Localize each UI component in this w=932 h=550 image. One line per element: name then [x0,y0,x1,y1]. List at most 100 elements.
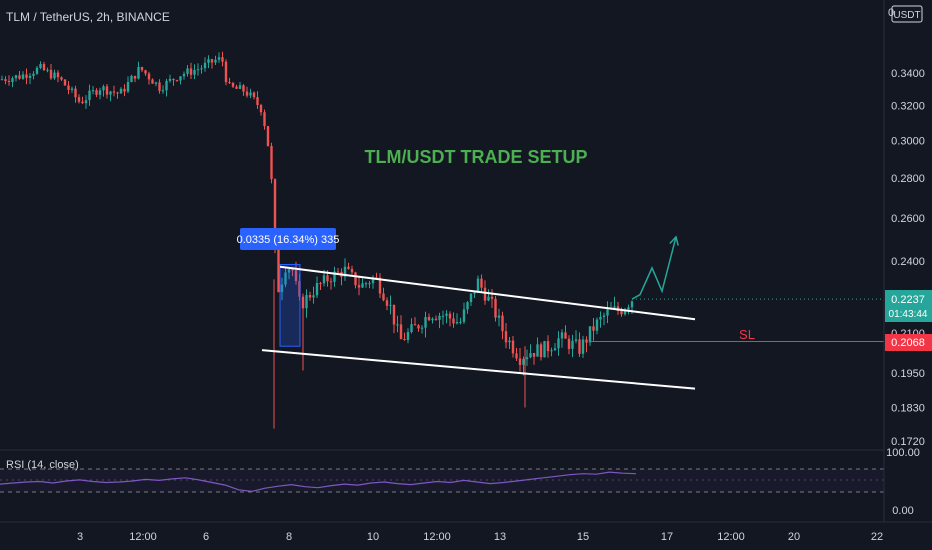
candle-body [413,324,417,326]
currency-label[interactable]: USDT [893,10,920,21]
candle-body [158,82,161,91]
candle-body [466,302,469,310]
candle-body [448,313,452,319]
candle-body [25,74,28,78]
candle-body [417,325,420,329]
candle-body [497,315,501,318]
measure-range[interactable] [279,263,301,347]
candle-body [364,283,368,285]
x-tick-label: 15 [577,531,589,543]
x-tick-label: 22 [871,531,883,543]
candle-body [375,277,378,279]
candle-body [154,82,158,84]
candle-body [599,316,602,320]
rsi-line[interactable] [0,471,637,493]
candle-body [389,304,392,306]
candle-body [357,285,361,288]
candle-body [546,341,550,352]
candle-body [109,91,112,95]
x-tick-label: 3 [77,531,83,543]
candle-body [46,69,49,71]
candle-body [294,270,298,281]
candle-body [21,74,25,79]
candle-body [543,341,546,358]
candle-body [483,287,487,301]
candle-body [235,86,238,89]
candle-body [508,340,511,343]
x-tick-label: 20 [788,531,800,543]
candle-body [392,304,396,325]
candle-body [525,357,529,360]
rsi-label[interactable]: RSI (14, close) [6,459,79,471]
candle-body [7,81,11,82]
candle-body [140,67,144,71]
candle-body [242,85,245,92]
candle-body [403,339,406,340]
candle-body [336,271,340,273]
currency-badge[interactable] [891,5,923,23]
projection-path[interactable] [631,236,677,300]
candle-body [434,318,438,320]
candle-body [308,295,312,298]
candle-body [74,88,77,98]
sl-label[interactable]: SL [739,327,755,342]
trade-setup-title[interactable]: TLM/USDT TRADE SETUP [365,147,588,167]
candle-body [557,338,560,349]
candle-body [63,79,67,86]
candle-body [539,344,543,358]
channel-lower-line[interactable] [261,349,696,390]
candle-body [18,75,21,79]
candle-body [259,105,263,113]
time-axis[interactable]: 3 12:00 6 8 10 12:00 13 15 17 12:00 20 22 [0,521,932,543]
candle-body [452,318,455,324]
x-tick-label: 10 [367,531,379,543]
candle-body [487,296,490,301]
candle-body [427,317,431,321]
candle-body [210,59,214,63]
candle-body [511,340,515,354]
candle-body [305,295,308,309]
candle-body [123,88,126,92]
candle-body [504,331,508,343]
candle-body [256,97,259,105]
candle-body [476,278,480,293]
candle-body [130,75,133,82]
candle-body [585,339,588,343]
candle-body [172,78,175,81]
measure-label: 0.0335 (16.34%) 335 [237,234,340,246]
candle-body [595,319,599,331]
candle-body [105,86,109,95]
y-tick-label: 0.2400 [891,256,925,268]
candle-body [312,295,315,298]
candle-body [207,59,210,63]
candle-body [368,283,371,285]
candle-body [77,97,81,102]
candle-body [571,340,574,349]
channel-upper-line[interactable] [279,265,696,321]
candle-body [347,266,350,269]
candle-body [252,92,256,98]
candle-body [592,326,595,331]
y-tick-label: 0.1950 [891,368,925,380]
price-scale[interactable]: 0.34000.32000.30000.28000.26000.24000.21… [883,0,932,522]
candle-body [277,249,280,293]
y-tick-label: 0.1830 [891,403,925,415]
symbol-header[interactable]: TLM / TetherUS, 2h, BINANCE [6,10,170,24]
candle-body [333,271,336,282]
candle-body [238,85,242,89]
candle-body [231,83,235,87]
candle-body [578,339,581,354]
candle-body [28,75,32,78]
candle-body [287,269,291,273]
candle-body [95,90,98,95]
sl-price: 0.2068 [891,337,925,349]
x-tick-label: 6 [203,531,209,543]
candle-body [424,317,427,328]
candle-body [438,315,441,320]
candles-layer [0,51,634,429]
price-scale-top-digit: 0 [888,7,894,19]
candle-body [263,112,266,127]
candle-body [56,72,60,78]
candle-body [319,283,322,285]
